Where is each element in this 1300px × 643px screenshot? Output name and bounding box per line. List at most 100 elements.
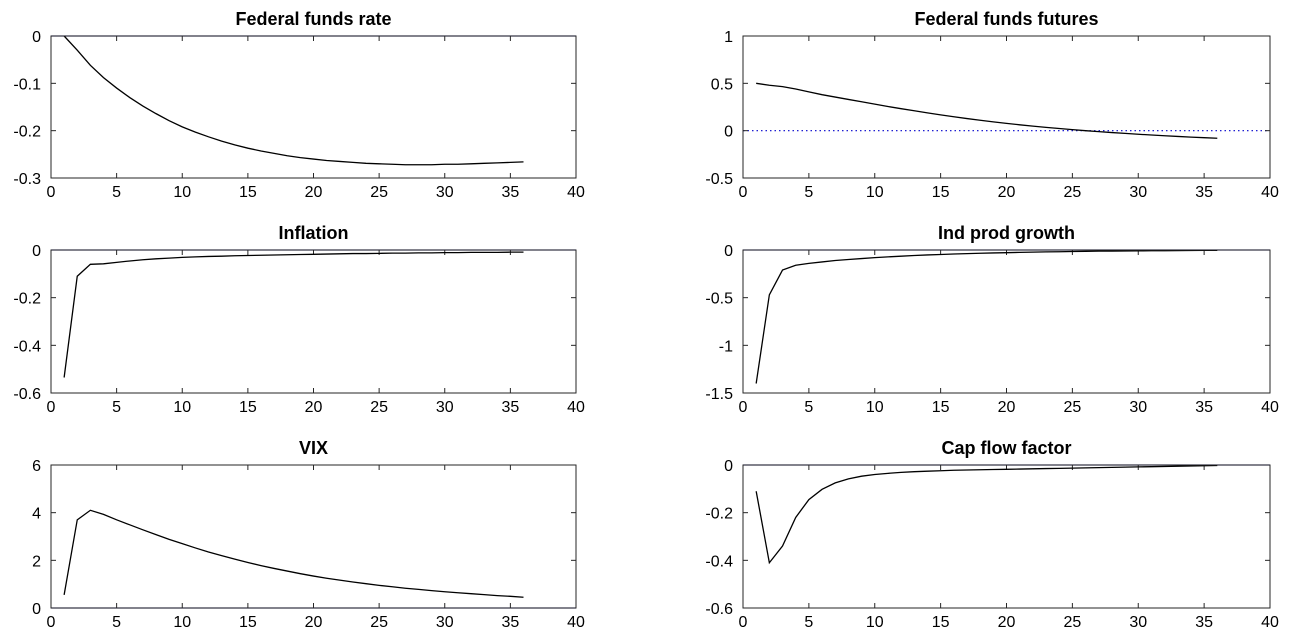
x-tick-label: 20 — [305, 614, 323, 631]
x-tick-label: 10 — [173, 614, 191, 631]
axes-frame — [50, 249, 577, 394]
y-tick-label: -0.6 — [705, 601, 733, 618]
x-tick-label: 35 — [501, 184, 519, 201]
panel-1: Federal funds rate 0 5 10 15 20 25 30 35 40 -0.3 -0… — [13, 9, 585, 201]
axes-frame — [50, 464, 577, 609]
x-tick-label: 10 — [173, 399, 191, 416]
x-tick-label: 30 — [436, 184, 454, 201]
axes-frame — [742, 464, 1271, 609]
y-tick-label: 0 — [32, 601, 41, 618]
x-tick-label: 30 — [436, 399, 454, 416]
x-tick-label: 35 — [501, 614, 519, 631]
x-tick-label: 25 — [1063, 614, 1081, 631]
x-tick-label: 30 — [1129, 184, 1147, 201]
x-tick-label: 35 — [1195, 184, 1213, 201]
panel-3: Inflation 0 5 10 15 20 25 30 35 40 -0.6 -0.4 -0.2 0 — [13, 223, 585, 416]
series-line — [756, 82, 1218, 139]
panel-5: VIX 0 5 10 15 20 25 30 35 40 0 2 4 6 — [32, 438, 585, 631]
x-tick-label: 35 — [1195, 399, 1213, 416]
y-tick-label: -0.2 — [13, 124, 41, 141]
y-tick-label: 0 — [32, 29, 41, 46]
x-tick-label: 30 — [436, 614, 454, 631]
x-tick-label: 0 — [739, 399, 748, 416]
series-line — [63, 35, 524, 166]
panel-title: VIX — [299, 438, 328, 458]
x-tick-label: 15 — [239, 399, 257, 416]
x-tick-label: 35 — [501, 399, 519, 416]
x-tick-label: 15 — [239, 614, 257, 631]
x-tick-label: 25 — [370, 399, 388, 416]
y-tick-label: -0.4 — [705, 553, 733, 570]
x-tick-label: 10 — [866, 399, 884, 416]
y-tick-label: -1.5 — [705, 386, 733, 403]
y-tick-label: -0.1 — [13, 76, 41, 93]
x-tick-label: 5 — [112, 399, 121, 416]
axes-frame — [50, 35, 577, 179]
x-tick-label: 30 — [1129, 614, 1147, 631]
panel-6: Cap flow factor 0 5 10 15 20 25 30 35 40 -0.6 -0.4 -… — [705, 438, 1279, 631]
panel-4: Ind prod growth 0 5 10 15 20 25 30 35 40 -1.5 -1 -0.… — [705, 223, 1279, 416]
x-tick-label: 40 — [1261, 184, 1279, 201]
series-line — [63, 251, 524, 378]
x-tick-label: 40 — [1261, 614, 1279, 631]
y-tick-label: 2 — [32, 553, 41, 570]
y-tick-label: 0 — [724, 458, 733, 475]
x-tick-label: 0 — [739, 614, 748, 631]
y-tick-label: 0 — [724, 243, 733, 260]
axes-frame — [742, 249, 1271, 394]
x-tick-label: 15 — [932, 399, 950, 416]
x-tick-label: 0 — [47, 399, 56, 416]
panel-title: Ind prod growth — [938, 223, 1075, 243]
x-tick-label: 15 — [932, 184, 950, 201]
y-tick-label: 0 — [724, 124, 733, 141]
y-tick-label: -0.5 — [705, 291, 733, 308]
x-tick-label: 10 — [866, 614, 884, 631]
y-tick-label: -0.2 — [705, 506, 733, 523]
x-tick-label: 25 — [370, 184, 388, 201]
y-tick-label: 1 — [724, 29, 733, 46]
x-tick-label: 15 — [239, 184, 257, 201]
x-tick-label: 20 — [998, 614, 1016, 631]
x-tick-label: 0 — [47, 614, 56, 631]
x-tick-label: 35 — [1195, 614, 1213, 631]
y-tick-label: -1 — [719, 338, 733, 355]
x-tick-label: 5 — [804, 184, 813, 201]
x-tick-label: 40 — [567, 399, 585, 416]
panel-title: Inflation — [279, 223, 349, 243]
y-tick-label: -0.2 — [13, 291, 41, 308]
series-line — [755, 464, 1218, 565]
x-tick-label: 40 — [567, 614, 585, 631]
x-tick-label: 40 — [567, 184, 585, 201]
y-tick-label: -0.3 — [13, 171, 41, 188]
x-tick-label: 40 — [1261, 399, 1279, 416]
x-tick-label: 5 — [804, 614, 813, 631]
x-tick-label: 25 — [1063, 399, 1081, 416]
series-line — [755, 249, 1218, 384]
y-tick-label: 0.5 — [711, 76, 733, 93]
y-tick-label: -0.4 — [13, 338, 41, 355]
series-line — [63, 509, 524, 598]
axes-frame — [742, 35, 1271, 179]
y-tick-label: -0.6 — [13, 386, 41, 403]
y-tick-label: 6 — [32, 458, 41, 475]
x-tick-label: 20 — [305, 184, 323, 201]
x-tick-label: 20 — [998, 184, 1016, 201]
x-tick-label: 0 — [47, 184, 56, 201]
x-tick-label: 15 — [932, 614, 950, 631]
x-tick-label: 20 — [305, 399, 323, 416]
x-tick-label: 0 — [739, 184, 748, 201]
x-tick-label: 10 — [866, 184, 884, 201]
x-tick-label: 10 — [173, 184, 191, 201]
panel-title: Cap flow factor — [941, 438, 1071, 458]
x-tick-label: 5 — [112, 614, 121, 631]
y-tick-label: -0.5 — [705, 171, 733, 188]
x-tick-label: 30 — [1129, 399, 1147, 416]
x-tick-label: 20 — [998, 399, 1016, 416]
panel-title: Federal funds futures — [914, 9, 1098, 29]
x-tick-label: 5 — [804, 399, 813, 416]
y-tick-label: 4 — [32, 506, 41, 523]
x-tick-label: 25 — [1063, 184, 1081, 201]
panel-title: Federal funds rate — [235, 9, 391, 29]
